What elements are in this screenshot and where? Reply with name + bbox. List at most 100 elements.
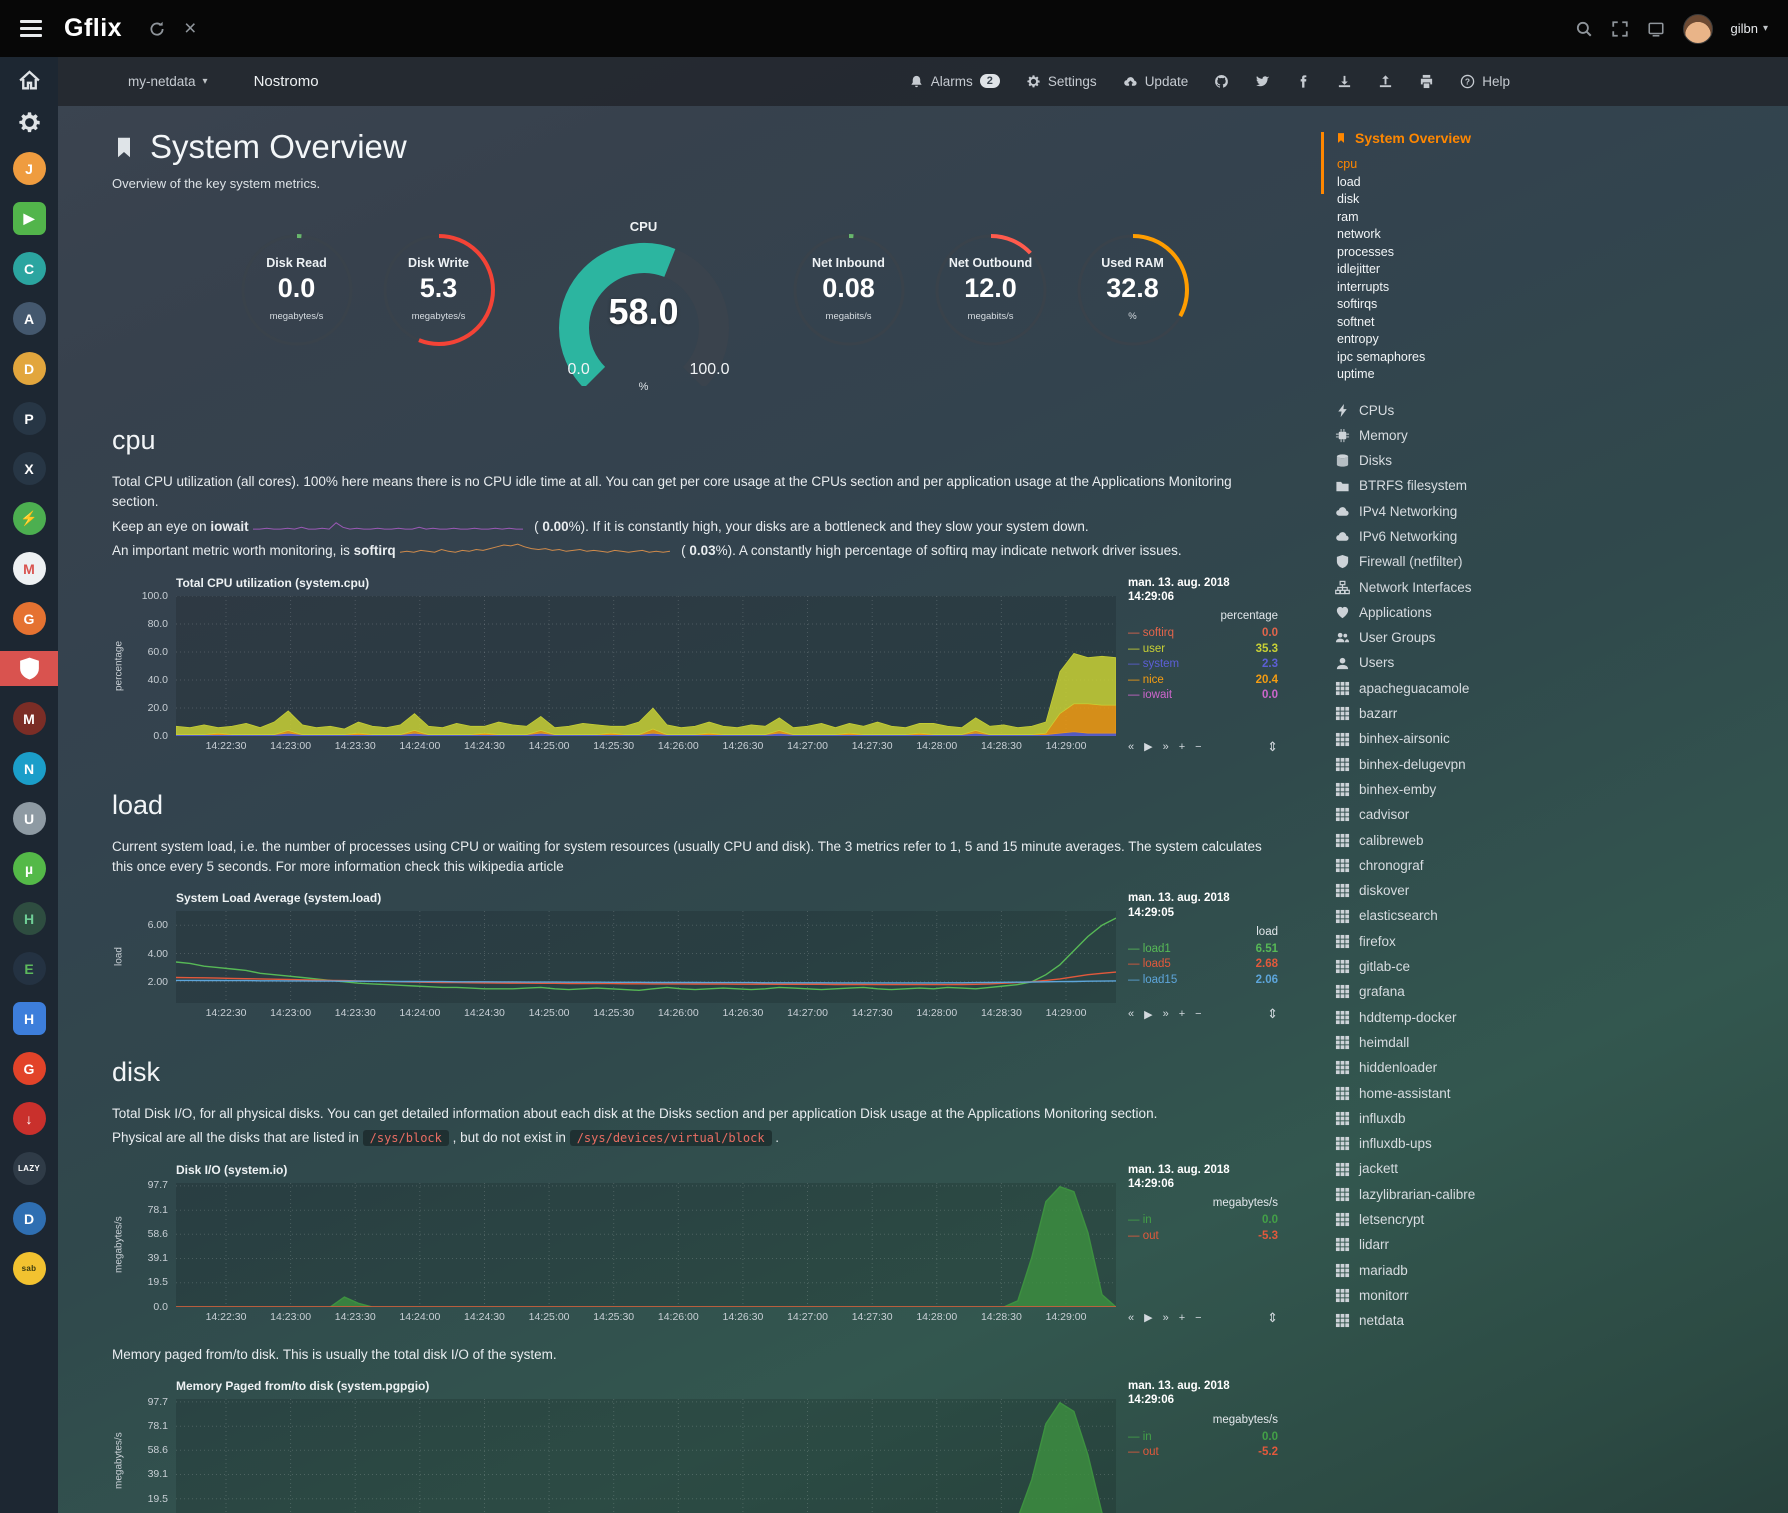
pan-forward-icon[interactable]: »: [1162, 1008, 1169, 1021]
menu-section-firewall-netfilter-[interactable]: Firewall (netfilter): [1335, 549, 1581, 574]
menu-system-overview[interactable]: System Overview: [1335, 130, 1581, 146]
help-button[interactable]: ? Help: [1460, 74, 1510, 89]
legend-item-nice[interactable]: — nice 20.4: [1128, 673, 1278, 686]
menu-section-ipv4-networking[interactable]: IPv4 Networking: [1335, 499, 1581, 524]
sidebar-item-elasticsearch[interactable]: E: [0, 951, 58, 986]
legend-item-in[interactable]: — in 0.0: [1128, 1430, 1278, 1443]
zoom-out-icon[interactable]: −: [1195, 1008, 1202, 1021]
avatar[interactable]: [1682, 13, 1713, 44]
legend-item-load1[interactable]: — load1 6.51: [1128, 942, 1278, 955]
menu-section-applications[interactable]: Applications: [1335, 600, 1581, 625]
zoom-in-icon[interactable]: +: [1178, 1311, 1186, 1324]
gauge-cpu[interactable]: CPU 58.0 0.0 100.0%: [538, 219, 750, 413]
menu-app-netdata[interactable]: netdata: [1335, 1308, 1581, 1333]
menu-app-influxdb[interactable]: influxdb: [1335, 1106, 1581, 1131]
chart-plot-area[interactable]: [176, 911, 1116, 1004]
chart-plot-area[interactable]: [176, 1182, 1116, 1307]
alarms-button[interactable]: Alarms 2: [909, 73, 1000, 89]
menu-section-ipv6-networking[interactable]: IPv6 Networking: [1335, 524, 1581, 549]
sidebar-item-grafana[interactable]: G: [0, 601, 58, 636]
menu-item-idlejitter[interactable]: idlejitter: [1337, 262, 1381, 276]
gauge-disk-read[interactable]: Disk Read 0.0 megabytes/s: [238, 231, 356, 349]
menu-app-grafana[interactable]: grafana: [1335, 979, 1581, 1004]
sidebar-item-utorrent[interactable]: µ: [0, 851, 58, 886]
resize-icon[interactable]: ⇕: [1267, 738, 1278, 754]
menu-item-load[interactable]: load: [1337, 174, 1361, 189]
load-average-chart[interactable]: System Load Average (system.load) load 6.0…: [112, 891, 1279, 1027]
menu-section-btrfs-filesystem[interactable]: BTRFS filesystem: [1335, 473, 1581, 498]
sidebar-item-home-assistant[interactable]: H: [0, 901, 58, 936]
sidebar-item-plex[interactable]: P: [0, 401, 58, 436]
gauge-net-inbound[interactable]: Net Inbound 0.08 megabits/s: [790, 231, 908, 349]
menu-app-binhex-airsonic[interactable]: binhex-airsonic: [1335, 726, 1581, 751]
sidebar-item-lazylibrarian[interactable]: LAZY: [0, 1151, 58, 1186]
zoom-in-icon[interactable]: +: [1178, 740, 1186, 753]
legend-item-softirq[interactable]: — softirq 0.0: [1128, 627, 1278, 640]
sidebar-item-jackett[interactable]: J: [0, 151, 58, 186]
menu-item-ram[interactable]: ram: [1337, 209, 1359, 224]
import-snapshot-button[interactable]: [1378, 74, 1393, 89]
menu-section-disks[interactable]: Disks: [1335, 448, 1581, 473]
menu-app-chronograf[interactable]: chronograf: [1335, 853, 1581, 878]
legend-item-iowait[interactable]: — iowait 0.0: [1128, 689, 1278, 702]
chart-plot-area[interactable]: [176, 595, 1116, 736]
menu-app-bazarr[interactable]: bazarr: [1335, 701, 1581, 726]
menu-item-interrupts[interactable]: interrupts: [1337, 279, 1390, 294]
play-icon[interactable]: ▶: [1144, 741, 1153, 754]
menu-item-ipc-semaphores[interactable]: ipc semaphores: [1337, 349, 1426, 364]
search-icon[interactable]: [1575, 20, 1593, 38]
sidebar-item-transmission[interactable]: ↓: [0, 1101, 58, 1136]
print-button[interactable]: [1419, 74, 1434, 89]
menu-app-apacheguacamole[interactable]: apacheguacamole: [1335, 676, 1581, 701]
apps-icon[interactable]: [1647, 20, 1665, 38]
menu-app-elasticsearch[interactable]: elasticsearch: [1335, 903, 1581, 928]
menu-app-gitlab-ce[interactable]: gitlab-ce: [1335, 954, 1581, 979]
sidebar-item-deluge[interactable]: D: [0, 1201, 58, 1236]
server-dropdown[interactable]: my-netdata ▾: [128, 74, 208, 89]
legend-item-user[interactable]: — user 35.3: [1128, 642, 1278, 655]
user-menu[interactable]: gilbn ▾: [1731, 21, 1769, 36]
menu-app-cadvisor[interactable]: cadvisor: [1335, 802, 1581, 827]
zoom-out-icon[interactable]: −: [1195, 740, 1202, 753]
menu-app-firefox[interactable]: firefox: [1335, 929, 1581, 954]
sidebar-item-settings[interactable]: [0, 109, 58, 136]
menu-icon[interactable]: [20, 20, 42, 37]
sidebar-item-emby[interactable]: ▶: [0, 201, 58, 236]
menu-item-network[interactable]: network: [1337, 227, 1381, 241]
facebook-button[interactable]: [1296, 74, 1311, 89]
menu-section-users[interactable]: Users: [1335, 650, 1581, 675]
menu-app-binhex-emby[interactable]: binhex-emby: [1335, 777, 1581, 802]
menu-item-entropy[interactable]: entropy: [1337, 332, 1379, 346]
cpu-utilization-chart[interactable]: Total CPU utilization (system.cpu) percen…: [112, 576, 1279, 760]
pan-backward-icon[interactable]: «: [1128, 1008, 1135, 1021]
menu-app-heimdall[interactable]: heimdall: [1335, 1030, 1581, 1055]
menu-app-lazylibrarian-calibre[interactable]: lazylibrarian-calibre: [1335, 1182, 1581, 1207]
pan-backward-icon[interactable]: «: [1128, 740, 1135, 753]
sidebar-item-ubooquity[interactable]: U: [0, 801, 58, 836]
sidebar-item-sabnzbd[interactable]: sab: [0, 1251, 58, 1286]
pan-backward-icon[interactable]: «: [1128, 1311, 1135, 1324]
legend-item-out[interactable]: — out -5.3: [1128, 1229, 1278, 1242]
menu-item-softirqs[interactable]: softirqs: [1337, 297, 1378, 311]
sidebar-item-heimdall[interactable]: H: [0, 1001, 58, 1036]
sidebar-item-airsonic[interactable]: A: [0, 301, 58, 336]
update-button[interactable]: Update: [1123, 74, 1188, 89]
menu-item-processes[interactable]: processes: [1337, 244, 1394, 259]
menu-app-lidarr[interactable]: lidarr: [1335, 1232, 1581, 1257]
disk-io-chart[interactable]: Disk I/O (system.io) megabytes/s 97.7 78.1 5…: [112, 1163, 1279, 1331]
menu-item-disk[interactable]: disk: [1337, 192, 1360, 206]
resize-icon[interactable]: ⇕: [1267, 1309, 1278, 1325]
menu-app-jackett[interactable]: jackett: [1335, 1156, 1581, 1181]
memory-paged-chart[interactable]: Memory Paged from/to disk (system.pgpgio…: [112, 1379, 1278, 1513]
menu-app-hddtemp-docker[interactable]: hddtemp-docker: [1335, 1005, 1581, 1030]
play-icon[interactable]: ▶: [1144, 1008, 1153, 1021]
wikipedia-link[interactable]: wikipedia article: [468, 858, 564, 874]
fullscreen-icon[interactable]: [1611, 20, 1629, 38]
twitter-button[interactable]: [1255, 74, 1270, 89]
zoom-in-icon[interactable]: +: [1178, 1008, 1186, 1021]
menu-app-influxdb-ups[interactable]: influxdb-ups: [1335, 1131, 1581, 1156]
menu-item-uptime[interactable]: uptime: [1337, 367, 1375, 381]
menu-item-softnet[interactable]: softnet: [1337, 314, 1375, 329]
menu-app-mariadb[interactable]: mariadb: [1335, 1258, 1581, 1283]
sidebar-item-home[interactable]: [0, 67, 58, 94]
